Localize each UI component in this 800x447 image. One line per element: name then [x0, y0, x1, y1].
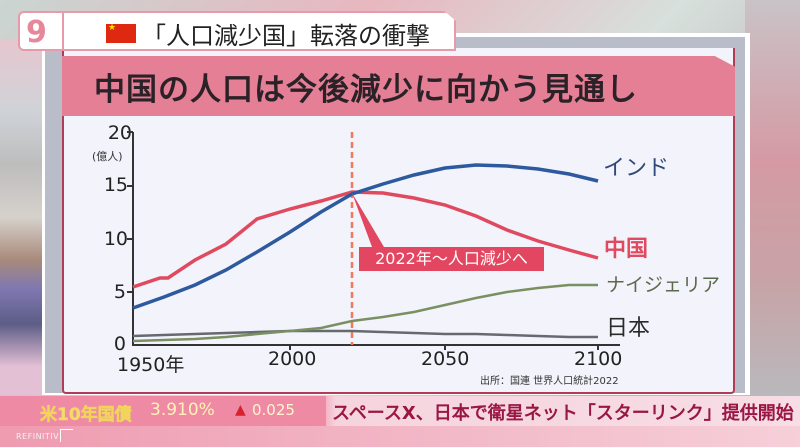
- refinitiv-logo-icon: [60, 429, 73, 442]
- source-note: 出所：国連 世界人口統計2022: [480, 376, 619, 387]
- label-japan: 日本: [606, 316, 651, 341]
- channel-logo-glyph: 9: [26, 15, 47, 50]
- y-tick-20: 20: [107, 122, 132, 144]
- series-india: [132, 163, 599, 310]
- news-headline: スペースX、日本で衛星ネット「スターリンク」提供開始: [332, 403, 794, 424]
- series-china: [132, 190, 599, 289]
- axes: [127, 131, 620, 350]
- studio-background-left: [0, 40, 42, 395]
- up-triangle-icon: ▲: [235, 402, 246, 418]
- bottom-strip: [0, 426, 800, 447]
- y-axis-unit: (億人): [92, 150, 123, 163]
- market-ticker: [0, 396, 326, 426]
- ticker-instrument: 米10年国債: [40, 405, 132, 426]
- label-china: 中国: [604, 237, 649, 262]
- y-tick-5: 5: [113, 281, 126, 303]
- annotation-pointer: [352, 193, 384, 247]
- headline-title: 中国の人口は今後減少に向かう見通し: [94, 72, 638, 108]
- y-tick-10: 10: [103, 228, 128, 250]
- china-flag-icon: ★: [106, 23, 136, 43]
- annotation-label: 2022年～人口減少へ: [359, 247, 544, 271]
- ticker-value: 3.910%: [150, 400, 215, 420]
- y-tick-0: 0: [113, 333, 126, 355]
- label-nigeria: ナイジェリア: [606, 274, 721, 296]
- x-tick-2050: 2050: [421, 348, 470, 370]
- x-tick-2000: 2000: [268, 348, 317, 370]
- x-tick-1950: 1950年: [117, 354, 185, 376]
- topic-title: 「人口減少国」転落の衝撃: [142, 22, 430, 50]
- studio-background-right: [745, 0, 800, 400]
- ticker-change: 0.025: [252, 401, 295, 419]
- label-india: インド: [603, 156, 670, 181]
- headline-banner: [62, 56, 735, 116]
- series-nigeria: [132, 283, 598, 343]
- series-japan: [132, 329, 598, 339]
- channel-logo: 9: [18, 11, 64, 51]
- star-icon: ★: [108, 23, 117, 33]
- x-tick-2100: 2100: [574, 348, 623, 370]
- provider-label: REFINITIV: [16, 432, 60, 441]
- y-tick-15: 15: [103, 174, 128, 196]
